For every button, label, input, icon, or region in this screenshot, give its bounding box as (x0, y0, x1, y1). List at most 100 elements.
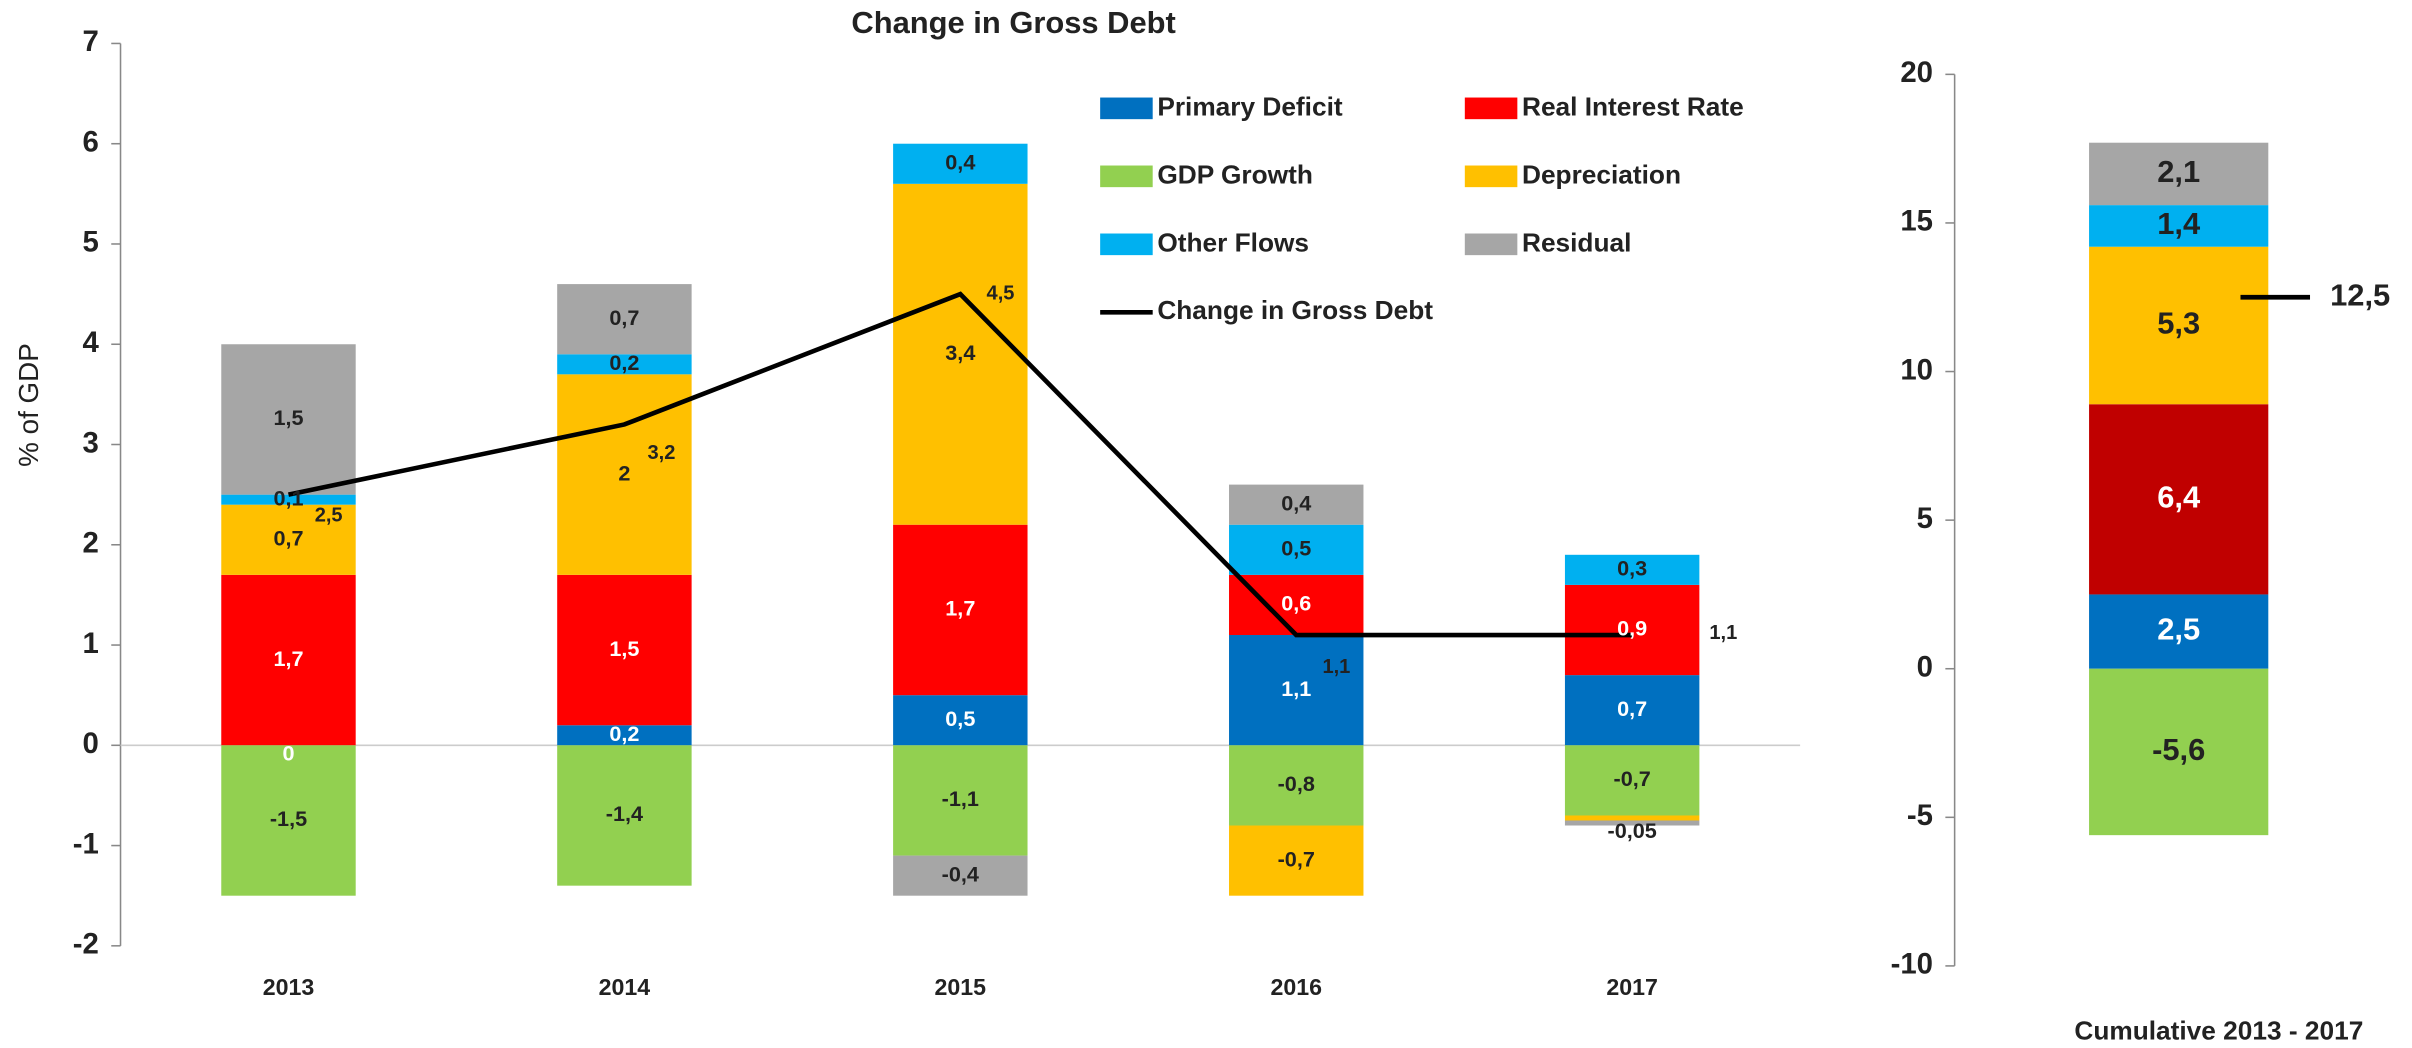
line-label: 2,5 (315, 505, 343, 527)
y-tick-label: -5 (1907, 799, 1933, 832)
data-label: 2,1 (2157, 154, 2200, 189)
legend-label: GDP Growth (1157, 159, 1313, 189)
data-label: 0,3 (1617, 556, 1647, 581)
line-label: 12,5 (2330, 277, 2390, 312)
bar-segment (1564, 820, 1700, 826)
x-tick-label: 2013 (263, 974, 315, 1000)
data-label: -1,1 (942, 786, 979, 811)
legend-swatch (1464, 97, 1518, 120)
data-label: 0,2 (609, 350, 639, 375)
data-label: 2 (618, 460, 630, 485)
data-label: 0,1 (273, 485, 303, 510)
y-tick-label: 15 (1900, 205, 1933, 238)
bar-segment (2089, 142, 2269, 206)
legend-label: Depreciation (1522, 159, 1681, 189)
bar-segment (2089, 246, 2269, 405)
data-label: 3,4 (945, 340, 975, 365)
y-tick-label: 7 (83, 25, 99, 58)
data-label: 0,6 (1281, 591, 1311, 616)
y-tick-label: 5 (1917, 502, 1933, 535)
line-label: 3,2 (648, 442, 676, 464)
bar-segment (1229, 825, 1364, 896)
bar-segment (893, 745, 1028, 856)
bar-segment (2089, 594, 2269, 669)
data-label: -0,7 (1278, 846, 1315, 871)
y-tick-label: 4 (83, 326, 100, 359)
line-label: 1,1 (1322, 656, 1350, 678)
data-label: 0,9 (1617, 616, 1647, 641)
bar-segment (893, 524, 1028, 696)
bar-segment (221, 344, 356, 495)
data-label: 6,4 (2157, 479, 2201, 514)
line-label: 1,1 (1709, 622, 1737, 644)
y-tick-label: 20 (1900, 56, 1933, 89)
bar-segment (893, 143, 1028, 184)
y-tick-label: 2 (83, 527, 99, 560)
bar-segment (1564, 815, 1700, 821)
x-tick-label: 2016 (1270, 974, 1322, 1000)
data-label: -1,4 (606, 801, 643, 826)
data-label: 1,1 (1281, 676, 1311, 701)
bar-segment (1564, 675, 1700, 746)
y-tick-label: 10 (1900, 353, 1933, 386)
data-label: -1,5 (270, 806, 307, 831)
bar-segment (1229, 524, 1364, 575)
bar-segment (1564, 554, 1700, 585)
bar-segment (1564, 745, 1700, 816)
x-tick-label: 2015 (935, 974, 987, 1000)
data-label: 5,3 (2157, 306, 2200, 341)
legend-label: Other Flows (1157, 227, 1309, 257)
data-label: 0,7 (609, 305, 639, 330)
bar-segment (557, 354, 692, 375)
data-label: -0,05 (1608, 818, 1657, 843)
bar-segment (1229, 745, 1364, 826)
legend-swatch (1100, 165, 1153, 188)
data-label: -0,8 (1278, 771, 1315, 796)
legend-label: Change in Gross Debt (1157, 295, 1433, 325)
bar-segment (221, 574, 356, 746)
legend-label: Real Interest Rate (1522, 91, 1744, 121)
bar-segment (1229, 574, 1364, 636)
legend-swatch (1464, 233, 1518, 256)
x-tick-label: 2017 (1606, 974, 1658, 1000)
y-tick-label: 0 (1917, 650, 1933, 683)
data-label: 0,7 (1617, 696, 1647, 721)
x-tick-label: Cumulative 2013 - 2017 (2074, 1015, 2363, 1045)
line-series (288, 291, 1633, 638)
bar-segment (893, 855, 1028, 896)
bar-segment (1229, 635, 1364, 746)
data-label: 0,7 (273, 525, 303, 550)
data-label: 1,7 (273, 646, 303, 671)
legend-label: Residual (1522, 227, 1631, 257)
y-tick-label: -10 (1891, 948, 1933, 981)
y-axis-label: % of GDP (13, 343, 44, 467)
y-tick-label: -2 (73, 928, 99, 961)
data-label: 0,5 (945, 706, 975, 731)
data-label: 1,4 (2157, 206, 2201, 241)
bar-segment (893, 183, 1028, 525)
y-tick-label: -1 (73, 827, 99, 860)
bar-segment (1229, 484, 1364, 525)
data-label: 0,4 (945, 149, 975, 174)
bar-segment (557, 284, 692, 355)
data-label: -0,7 (1614, 766, 1651, 791)
y-tick-label: 1 (83, 627, 99, 660)
chart-title: Change in Gross Debt (851, 5, 1175, 40)
legend-swatch (1100, 97, 1153, 120)
bar-segment (2089, 205, 2269, 247)
y-tick-label: 3 (83, 426, 99, 459)
data-label: 0 (282, 740, 294, 765)
data-label: 1,5 (273, 405, 303, 430)
y-tick-label: 6 (83, 125, 99, 158)
bar-segment (557, 725, 692, 746)
bar-segment (221, 504, 356, 575)
bar-segment (2089, 404, 2269, 595)
legend-swatch (1100, 233, 1153, 256)
bar-segment (557, 745, 692, 886)
y-tick-label: 0 (83, 727, 99, 760)
bar-segment (221, 494, 356, 505)
data-label: 0,4 (1281, 490, 1311, 515)
x-tick-label: 2014 (599, 974, 651, 1000)
data-label: -0,4 (942, 861, 979, 886)
